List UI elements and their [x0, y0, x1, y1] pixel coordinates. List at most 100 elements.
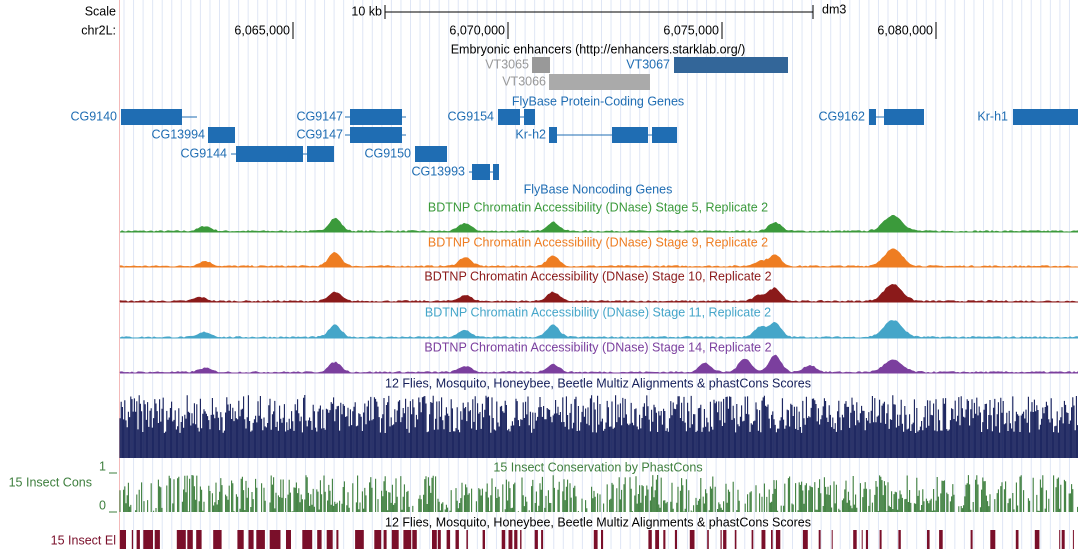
element [355, 530, 364, 549]
element [720, 530, 722, 549]
element [853, 530, 857, 549]
element [391, 530, 399, 549]
element [861, 530, 863, 549]
axis-min: 0 [99, 498, 106, 512]
element [831, 530, 833, 549]
gene-label: CG9140 [70, 109, 117, 123]
gene-exon [498, 109, 520, 125]
gene-label: CG9154 [447, 109, 494, 123]
element [1061, 530, 1065, 549]
gene-exon [208, 127, 226, 143]
element [655, 530, 659, 549]
tick-label: 6,070,000 [449, 23, 505, 37]
element [131, 530, 134, 549]
track-label: 15 Insect El [51, 533, 116, 547]
element [213, 530, 222, 549]
feature [674, 57, 788, 73]
chrom-label: chr2L: [81, 23, 116, 37]
element [1059, 530, 1061, 549]
assembly: dm3 [822, 2, 846, 16]
gene-exon [884, 109, 898, 125]
gene-exon [121, 109, 182, 125]
element [707, 530, 709, 549]
gene-label: Kr-h1 [977, 109, 1008, 123]
conservation-wiggle [119, 395, 1078, 458]
tick-label: 6,065,000 [234, 23, 290, 37]
track-title: FlyBase Noncoding Genes [524, 182, 673, 196]
feature [549, 74, 650, 90]
track-title: FlyBase Protein-Coding Genes [512, 94, 684, 108]
element [237, 530, 244, 549]
gene-exon [869, 109, 876, 125]
element [374, 530, 382, 549]
axis-max: 1 [99, 459, 106, 473]
gene-exon [1013, 109, 1078, 125]
gene-exon [612, 127, 648, 143]
signal [119, 354, 1078, 374]
element [302, 530, 313, 549]
element [196, 530, 202, 549]
element [403, 530, 412, 549]
element [601, 530, 604, 549]
element [865, 530, 868, 549]
element [412, 530, 417, 549]
tick-label: 6,075,000 [663, 23, 719, 37]
track-label: 15 Insect Cons [9, 475, 92, 489]
gene-exon [549, 127, 557, 143]
gene-label: CG9147 [296, 109, 343, 123]
element [187, 530, 193, 549]
element [256, 530, 265, 549]
gene-exon [472, 164, 490, 180]
element [326, 530, 333, 549]
element [432, 530, 437, 549]
element [136, 530, 140, 549]
element [1072, 530, 1074, 549]
element [437, 530, 441, 549]
gene-label: CG9147 [296, 127, 343, 141]
element [990, 530, 996, 549]
element [970, 530, 973, 549]
signal [119, 320, 1078, 339]
gene-exon [307, 146, 334, 162]
element [176, 530, 186, 549]
element [508, 530, 513, 549]
element [818, 530, 821, 549]
track-title: Embryonic enhancers (http://enhancers.st… [451, 42, 746, 56]
element [802, 530, 808, 549]
track-title: 15 Insect Conservation by PhastCons [493, 460, 702, 474]
element [723, 530, 727, 549]
element [501, 530, 506, 549]
element [751, 530, 754, 549]
element [775, 530, 781, 549]
scale-bar-label: 10 kb [351, 4, 382, 18]
gene-label: Kr-h2 [515, 127, 546, 141]
track-title: BDTNP Chromatin Accessibility (DNase) St… [428, 235, 768, 249]
element [534, 530, 538, 549]
element [663, 530, 666, 549]
feature-label: VT3065 [485, 57, 529, 71]
element [734, 530, 737, 549]
gene-exon [350, 109, 402, 125]
gene-exon [493, 164, 499, 180]
element [248, 530, 254, 549]
signal [119, 248, 1078, 268]
gene-label: CG13993 [411, 164, 465, 178]
gene-exon [898, 109, 924, 125]
gene-exon [350, 127, 402, 143]
feature [532, 57, 550, 73]
element [1034, 530, 1040, 549]
element [1015, 530, 1019, 549]
signal [119, 284, 1078, 303]
element [286, 530, 291, 549]
track-title: 12 Flies, Mosquito, Honeybee, Beetle Mul… [385, 376, 811, 390]
gene-exon [226, 127, 235, 143]
gene-label: CG9144 [180, 146, 227, 160]
element [154, 530, 160, 549]
element [317, 530, 322, 549]
track-title: BDTNP Chromatin Accessibility (DNase) St… [425, 305, 771, 319]
element [879, 530, 882, 549]
element [761, 530, 766, 549]
element [455, 530, 459, 549]
